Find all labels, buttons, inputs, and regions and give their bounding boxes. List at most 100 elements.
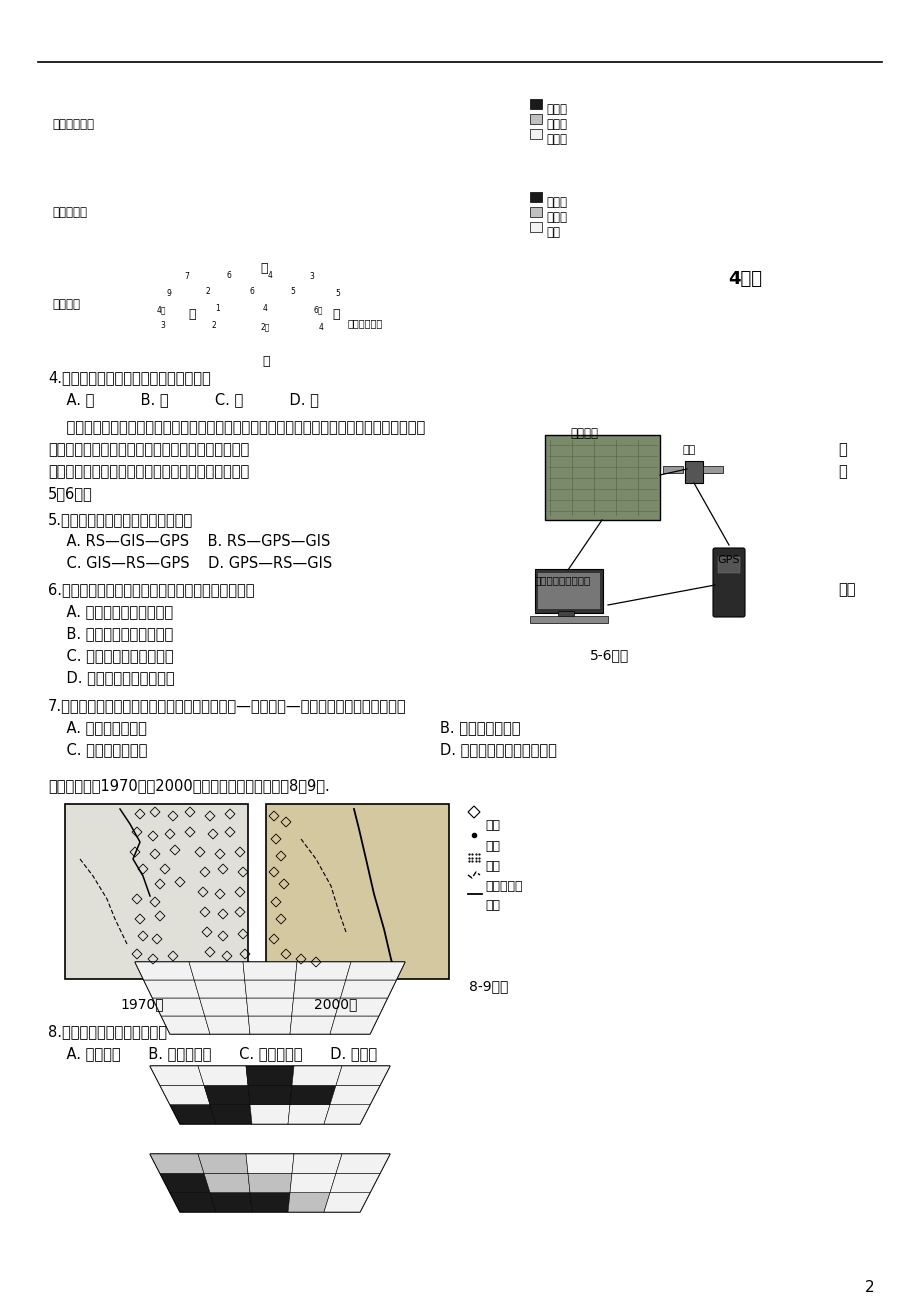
Bar — [529, 115, 541, 124]
Polygon shape — [250, 1104, 289, 1124]
Polygon shape — [250, 1193, 289, 1212]
Text: 8.图示地区出现的环境问题是: 8.图示地区出现的环境问题是 — [48, 1023, 167, 1039]
FancyBboxPatch shape — [712, 548, 744, 617]
Polygon shape — [210, 1104, 252, 1124]
Text: 5.这一过程中，依次使用的技术是：: 5.这一过程中，依次使用的技术是： — [48, 512, 193, 527]
Text: 的: 的 — [837, 441, 845, 457]
Text: 7: 7 — [184, 272, 189, 281]
Text: C. 决策公交线路合理布局: C. 决策公交线路合理布局 — [48, 648, 174, 663]
Text: A. RS—GIS—GPS    B. RS—GPS—GIS: A. RS—GIS—GPS B. RS—GPS—GIS — [48, 534, 330, 549]
Text: 6中: 6中 — [313, 305, 323, 314]
Bar — [266, 805, 448, 979]
Text: D. 统计城市流动人口数量: D. 统计城市流动人口数量 — [48, 671, 175, 685]
Text: 西: 西 — [260, 262, 267, 275]
Polygon shape — [198, 1066, 248, 1086]
Polygon shape — [295, 962, 351, 980]
Text: A. 分析应急避难场所数量: A. 分析应急避难场所数量 — [48, 604, 173, 618]
Text: 3: 3 — [309, 272, 313, 281]
Polygon shape — [291, 1066, 342, 1086]
Polygon shape — [293, 980, 346, 999]
Text: 南: 南 — [187, 309, 196, 322]
Polygon shape — [246, 999, 293, 1016]
Text: 5～6题。: 5～6题。 — [48, 486, 93, 501]
Polygon shape — [245, 1066, 294, 1086]
Text: 读下面某区块1970年和2000年环境变化示意图，回哌8～9题.: 读下面某区块1970年和2000年环境变化示意图，回哌8～9题. — [48, 779, 329, 793]
Text: A. 甲          B. 乙          C. 丙          D. 丁: A. 甲 B. 乙 C. 丙 D. 丁 — [48, 392, 319, 408]
Polygon shape — [335, 1066, 390, 1086]
Text: GPS: GPS — [716, 555, 739, 565]
Text: 9: 9 — [166, 289, 171, 298]
Polygon shape — [245, 1154, 294, 1173]
Polygon shape — [340, 980, 396, 999]
Text: 1: 1 — [215, 303, 220, 312]
Text: 4题图: 4题图 — [727, 270, 761, 288]
Text: 东: 东 — [262, 355, 269, 368]
Polygon shape — [199, 999, 248, 1016]
Polygon shape — [210, 1193, 252, 1212]
Text: 7.西北干旱、半干旱地区由东向西的植被呈草原—荒漠草原—荒漠变化的原因主要是由于: 7.西北干旱、半干旱地区由东向西的植被呈草原—荒漠草原—荒漠变化的原因主要是由于 — [48, 698, 406, 713]
Text: 4: 4 — [319, 323, 323, 332]
Text: 再经过系统分析，最后把杀虫剂、化肥施用到最需要: 再经过系统分析，最后把杀虫剂、化肥施用到最需要 — [48, 441, 249, 457]
Polygon shape — [244, 980, 295, 999]
Text: 工业区: 工业区 — [545, 133, 566, 146]
Bar — [529, 129, 541, 139]
Text: A. 水土流失      B. 土地荒漠化      C. 土壤盐硷化      D. 水污染: A. 水土流失 B. 土地荒漠化 C. 土壤盐硷化 D. 水污染 — [48, 1046, 377, 1061]
Text: 5: 5 — [289, 288, 294, 297]
Text: 森林: 森林 — [484, 819, 499, 832]
Text: 6: 6 — [226, 271, 231, 280]
Text: 主干道: 主干道 — [545, 197, 566, 210]
Text: C. 地形差异造成的: C. 地形差异造成的 — [48, 742, 147, 756]
Polygon shape — [204, 1086, 250, 1104]
Polygon shape — [323, 1193, 369, 1212]
Text: 5-6题图: 5-6题图 — [589, 648, 629, 661]
Text: 公路: 公路 — [484, 898, 499, 911]
Text: 2000年: 2000年 — [313, 997, 357, 1010]
Text: 3: 3 — [160, 322, 165, 331]
Bar — [529, 207, 541, 217]
Bar — [717, 557, 739, 573]
Text: 4.若在该区域新建物流中心，最宜选择在: 4.若在该区域新建物流中心，最宜选择在 — [48, 370, 210, 385]
Text: 城镇: 城镇 — [484, 840, 499, 853]
Polygon shape — [243, 962, 297, 980]
Polygon shape — [323, 1104, 369, 1124]
Bar — [529, 99, 541, 109]
Text: 沙漠: 沙漠 — [484, 861, 499, 874]
Text: 北: 北 — [332, 309, 339, 322]
Text: A. 水分差异造成的: A. 水分差异造成的 — [48, 720, 147, 736]
Text: 5: 5 — [335, 289, 339, 298]
Text: 在未来的农业生产中，依托于地理信息技术，农民首先可定期获得农田作物长势的影像资料，: 在未来的农业生产中，依托于地理信息技术，农民首先可定期获得农田作物长势的影像资料… — [48, 421, 425, 435]
Polygon shape — [135, 962, 194, 980]
Text: 土地利用信息数据库: 土地利用信息数据库 — [535, 575, 591, 585]
Text: 商业区: 商业区 — [545, 103, 566, 116]
Polygon shape — [248, 1016, 291, 1034]
Polygon shape — [330, 1173, 380, 1193]
Text: 农田，从而减少污染、提高产量。依据图文资料完成: 农田，从而减少污染、提高产量。依据图文资料完成 — [48, 464, 249, 479]
Text: 6: 6 — [249, 288, 255, 297]
Polygon shape — [143, 980, 199, 999]
Text: 2丁: 2丁 — [260, 323, 269, 332]
Text: B. 热量差异造成的: B. 热量差异造成的 — [439, 720, 520, 736]
Text: 住宅区: 住宅区 — [545, 118, 566, 132]
Polygon shape — [248, 1086, 291, 1104]
Bar — [529, 616, 607, 622]
Polygon shape — [335, 999, 387, 1016]
Polygon shape — [153, 999, 205, 1016]
Polygon shape — [289, 1086, 335, 1104]
Polygon shape — [150, 1154, 204, 1173]
Polygon shape — [150, 1154, 390, 1212]
Text: 单位：十万元: 单位：十万元 — [347, 318, 383, 328]
Polygon shape — [198, 1154, 248, 1173]
Polygon shape — [346, 962, 404, 980]
Bar — [558, 611, 573, 617]
Polygon shape — [205, 1016, 250, 1034]
Text: 卫星: 卫星 — [682, 445, 696, 454]
Polygon shape — [248, 1173, 291, 1193]
Text: 4: 4 — [263, 303, 267, 312]
Text: 交通线路图: 交通线路图 — [52, 206, 87, 219]
Text: B. 确定市区停车场的规模: B. 确定市区停车场的规模 — [48, 626, 173, 641]
Text: 第: 第 — [837, 464, 845, 479]
Text: 1970年: 1970年 — [119, 997, 164, 1010]
Text: D. 人类耕作方式不同造成的: D. 人类耕作方式不同造成的 — [439, 742, 556, 756]
Bar — [538, 573, 599, 609]
Bar — [663, 466, 682, 473]
